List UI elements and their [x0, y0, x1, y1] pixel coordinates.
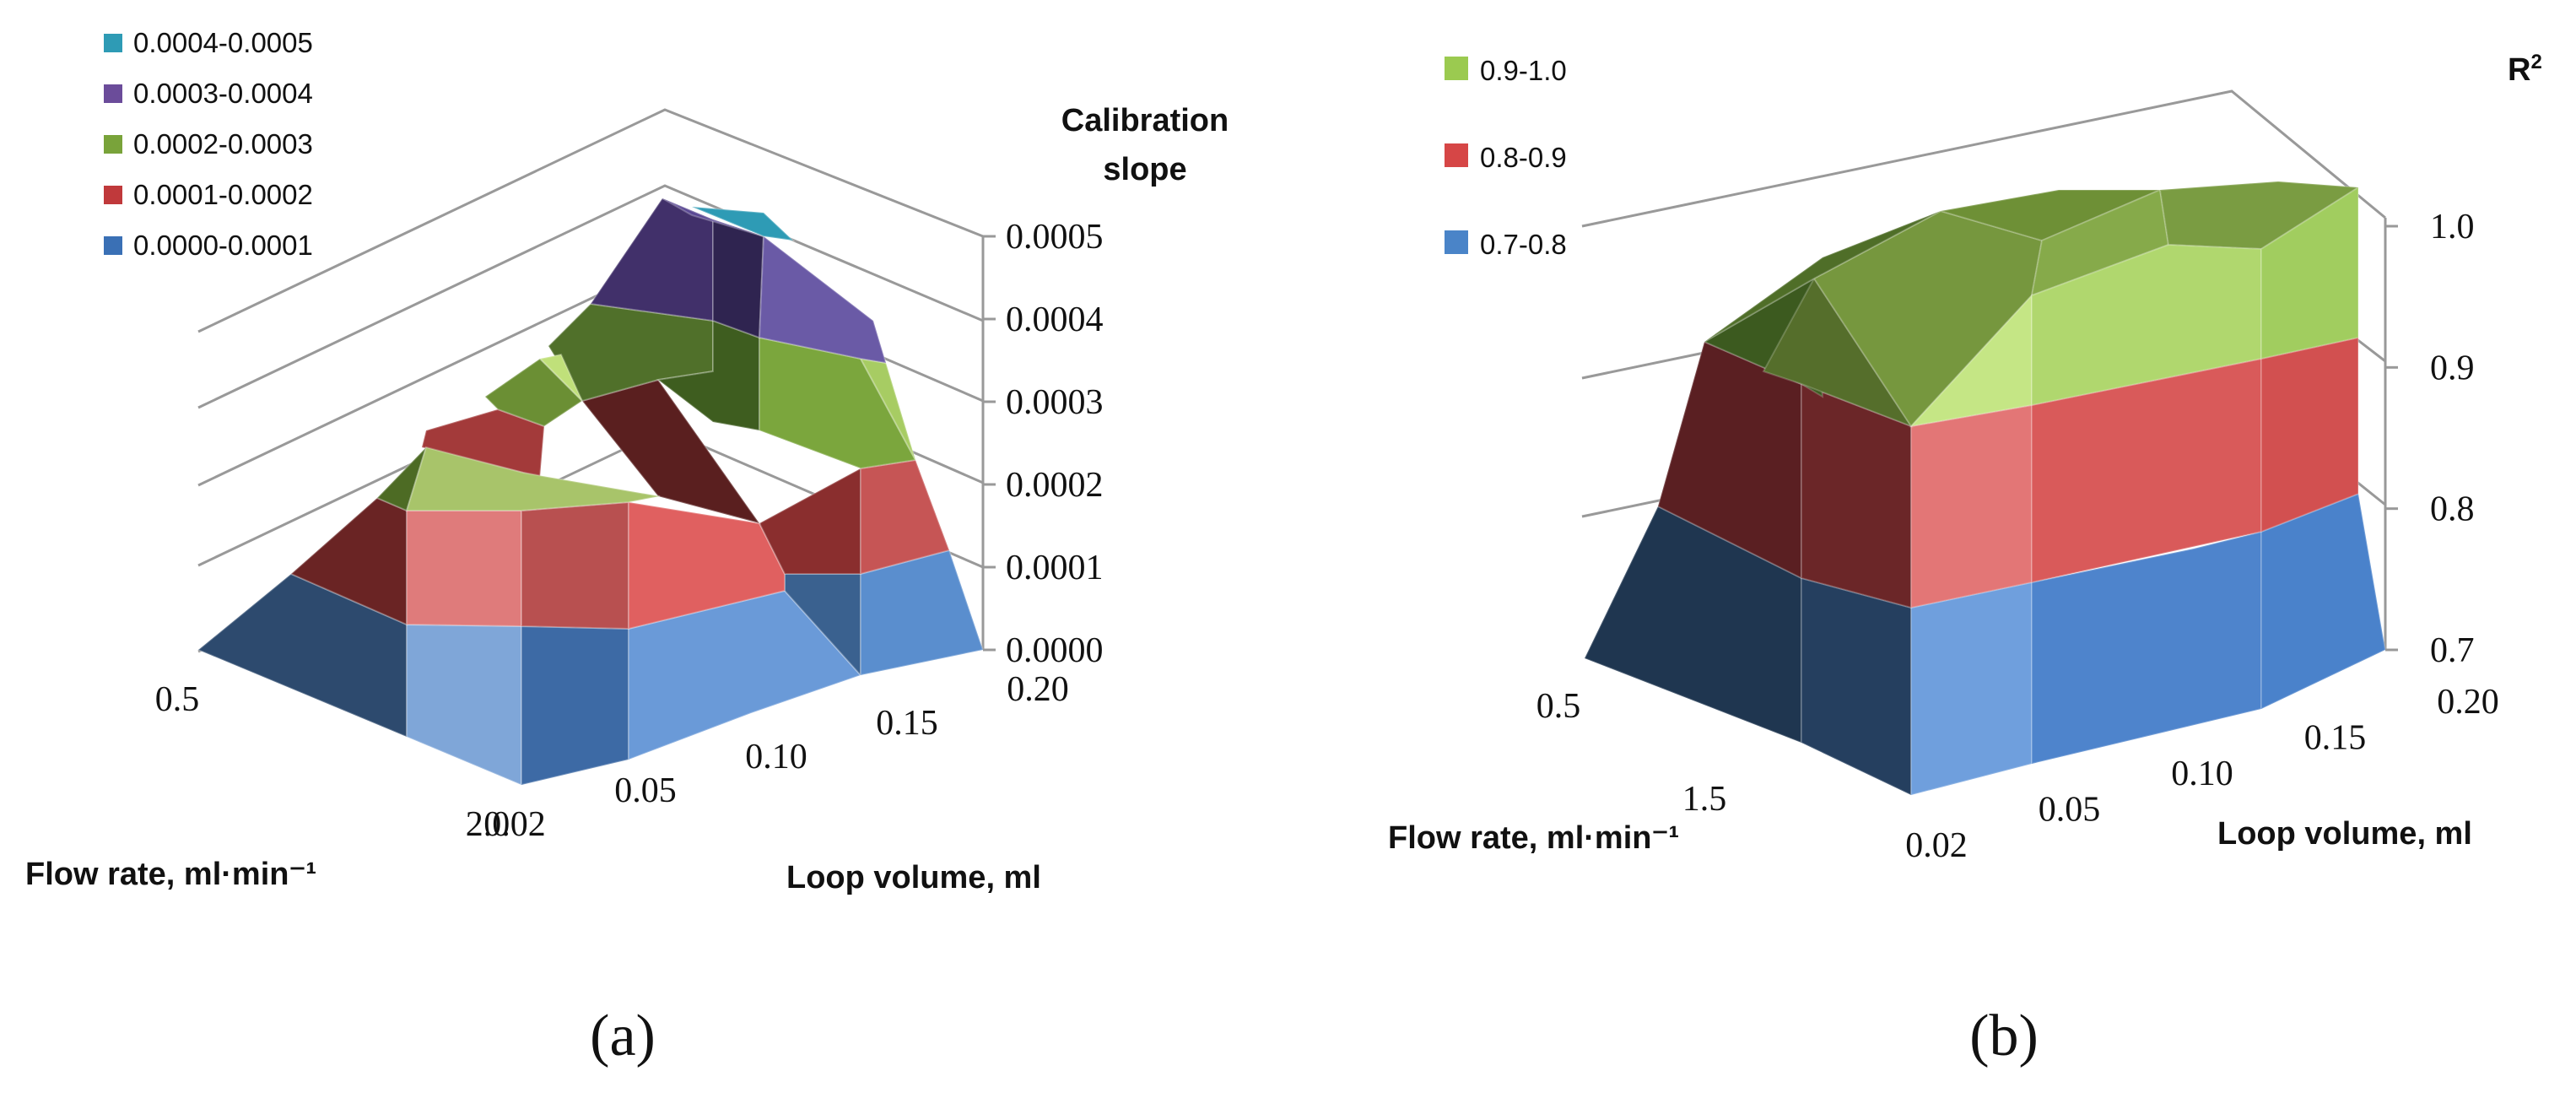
- panel-a-z-tick-label: 0.0002: [1006, 466, 1104, 505]
- panel-b-z-title-main: R: [2508, 52, 2530, 88]
- panel-b-x-tick-label: 0.05: [2039, 791, 2101, 830]
- panel-b-band-0.7-0.8-left2: [1801, 576, 1912, 797]
- panel-a-legend-label: 0.0004-0.0005: [133, 27, 313, 58]
- panel-b-z-title-sup: 2: [2530, 51, 2541, 73]
- panel-a-band-0.0002-0.0003-front: [405, 446, 661, 511]
- panel-a-z-tick-label: 0.0004: [1006, 300, 1104, 339]
- panel-b-y-tick-label: 0.5: [1536, 687, 1581, 726]
- panel-a-band-0.0002-0.0003-light: [537, 353, 583, 402]
- panel-b-z-tick-label: 0.9: [2430, 349, 2475, 387]
- panel-b-x-tick-label: 0.15: [2304, 719, 2367, 758]
- panel-a-legend-swatch: [104, 236, 122, 255]
- panel-b-band-0.7-0.8-front3: [2260, 492, 2387, 711]
- panel-a-x-tick-label: 0.15: [876, 704, 938, 743]
- panel-a-z-title-line1: Calibration: [1061, 103, 1229, 138]
- panel-a-band-0.0004-0.0005-peak: [691, 206, 796, 242]
- panel-b-x-tick-label: 0.20: [2437, 683, 2499, 722]
- panel-b-band-0.8-0.9-front3: [2260, 336, 2359, 533]
- panel-a-y-axis-title: Flow rate, ml·min⁻¹: [25, 857, 316, 892]
- panel-b-z-ticks: 0.7 0.8 0.9 1.0: [2385, 208, 2475, 670]
- panel-b-x-tick-label: 0.10: [2171, 755, 2233, 793]
- panel-a-x-tick-label: 0.02: [483, 805, 546, 844]
- panel-a-z-tick-label: 0.0003: [1006, 383, 1104, 422]
- panel-a-legend-label: 0.0000-0.0001: [133, 230, 313, 261]
- panel-a-surface: [197, 197, 985, 787]
- panel-a-band-0.0001-0.0002-back1: [420, 408, 546, 479]
- panel-a-legend-swatch: [104, 135, 122, 154]
- panel-a-band-0.0003-0.0004-mid: [712, 218, 765, 339]
- panel-b-y-axis-title: Flow rate, ml·min⁻¹: [1388, 820, 1679, 856]
- panel-a-z-ticks: 0.0000 0.0001 0.0002 0.0003 0.0004 0.0005: [983, 218, 1104, 670]
- panel-b-x-ticks: 0.02 0.05 0.10 0.15 0.20: [1905, 683, 2499, 865]
- panel-b-label: (b): [1969, 1004, 2039, 1068]
- panel-a-band-0.0001-0.0002-front1: [406, 510, 522, 628]
- panel-a-band-0.0001-0.0002-front3: [628, 500, 786, 630]
- panel-a-y-tick-label: 0.5: [155, 680, 200, 719]
- panel-a-band-0.0003-0.0004-right: [758, 235, 888, 365]
- panel-b-legend-label: 0.8-0.9: [1480, 142, 1567, 173]
- panel-b-z-axis-title: R2: [2508, 51, 2542, 88]
- panel-a-band-0.0000-0.0001-front3: [628, 589, 862, 761]
- panel-a-band-0.0002-0.0003-back1: [483, 357, 584, 428]
- panel-b-x-tick-label: 0.02: [1905, 826, 1968, 865]
- panel-b-z-tick-label: 1.0: [2430, 208, 2475, 246]
- panel-a-x-ticks: 0.02 0.05 0.10 0.15 0.20: [483, 670, 1069, 844]
- panel-b-legend-label: 0.7-0.8: [1480, 229, 1567, 260]
- panel-b-surface: [1583, 180, 2387, 797]
- panel-b-z-tick-label: 0.7: [2430, 631, 2475, 670]
- panel-b-band-0.9-1.0-front3: [2260, 186, 2359, 360]
- panel-a-legend: 0.0004-0.0005 0.0003-0.0004 0.0002-0.0003 0…: [104, 27, 313, 261]
- panel-a-legend-swatch: [104, 34, 122, 52]
- panel-a-z-tick-label: 0.0005: [1006, 218, 1104, 257]
- panel-a-band-0.0000-0.0001-front1: [406, 623, 522, 787]
- panel-a-band-0.0001-0.0002-back2: [581, 378, 762, 525]
- panel-a-legend-swatch: [104, 186, 122, 204]
- panel-b-x-axis-title: Loop volume, ml: [2217, 816, 2472, 852]
- panel-a-x-tick-label: 0.20: [1007, 670, 1069, 709]
- panel-a-x-axis-title: Loop volume, ml: [786, 860, 1041, 895]
- panel-a-legend-label: 0.0002-0.0003: [133, 128, 313, 160]
- panel-b-band-0.7-0.8-front1: [1910, 581, 2033, 797]
- panel-a-label: (a): [590, 1004, 656, 1068]
- panel-b-legend-swatch: [1445, 143, 1468, 167]
- panel-b-y-ticks: 0.5 1.5: [1536, 687, 1727, 819]
- panel-a-grid-0.0005: [197, 108, 984, 333]
- panel-b-legend: 0.9-1.0 0.8-0.9 0.7-0.8: [1445, 55, 1567, 260]
- panel-a-band-0.0000-0.0001-front2: [521, 625, 629, 787]
- panel-a-z-tick-label: 0.0000: [1006, 631, 1104, 670]
- panel-a-y-ticks: 0.5 2.0: [155, 680, 510, 844]
- panel-a-grid-0.0004: [197, 184, 984, 409]
- panel-a-z-title-line2: slope: [1103, 152, 1186, 187]
- panel-b-grid-1.0: [1581, 89, 2386, 228]
- panel-b-legend-swatch: [1445, 57, 1468, 80]
- panel-a-legend-label: 0.0003-0.0004: [133, 78, 313, 109]
- panel-b-band-0.8-0.9-front1: [1910, 403, 2033, 609]
- panel-a: 0.0000 0.0001 0.0002 0.0003 0.0004 0.0005 0.0…: [25, 27, 1229, 1068]
- panel-a-y-tick-label: 2.0: [466, 805, 510, 844]
- panel-a-legend-swatch: [104, 84, 122, 103]
- panel-b-legend-label: 0.9-1.0: [1480, 55, 1567, 86]
- panel-a-z-tick-label: 0.0001: [1006, 549, 1104, 587]
- panel-a-x-tick-label: 0.05: [614, 771, 677, 810]
- panel-b-legend-swatch: [1445, 230, 1468, 254]
- panel-b-y-tick-label: 1.5: [1682, 780, 1727, 819]
- panel-b: 0.7 0.8 0.9 1.0 0.02 0.05 0.10 0.15 0.20 0.5 1.5…: [1388, 51, 2542, 1068]
- panel-a-legend-label: 0.0001-0.0002: [133, 179, 313, 210]
- panel-a-band-0.0001-0.0002-front2: [521, 500, 629, 630]
- panel-b-z-tick-label: 0.8: [2430, 490, 2475, 529]
- panel-a-band-0.0002-0.0003-right1: [759, 336, 917, 470]
- panel-a-x-tick-label: 0.10: [745, 738, 807, 776]
